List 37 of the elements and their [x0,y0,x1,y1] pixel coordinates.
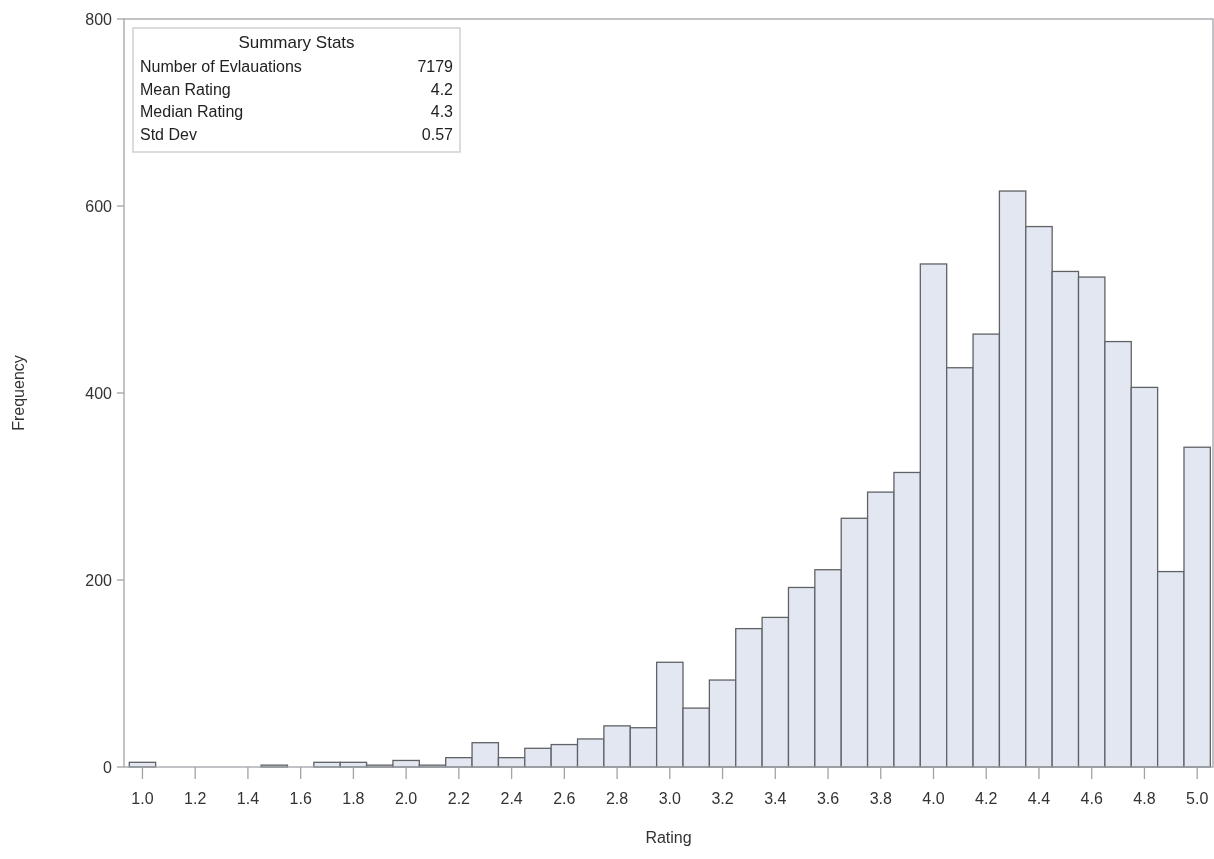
x-tick-label: 3.2 [711,790,734,807]
x-axis-title: Rating [645,829,692,846]
x-tick-label: 2.2 [447,790,471,807]
x-tick-label: 3.0 [658,790,682,807]
annotation: 0.57 [421,125,454,143]
x-tick-label: 1.2 [184,790,207,807]
annotation: Std Dev [140,125,197,143]
x-tick-label: 1.6 [289,790,312,807]
x-tick-label: 3.4 [764,790,787,807]
y-tick-label: 600 [85,197,113,215]
annotation: 4.3 [430,103,454,120]
annotation: Median Rating [140,103,244,120]
x-tick-label: 1.8 [342,790,365,807]
x-tick-label: 1.4 [236,790,260,807]
annotation: 4.2 [430,80,454,98]
x-tick-label: 2.6 [553,790,576,807]
x-tick-label: 3.6 [816,790,840,807]
x-tick-label: 4.4 [1027,790,1051,807]
annotation: Mean Rating [140,80,231,98]
y-tick-label: 200 [85,571,113,589]
x-tick-label: 4.8 [1133,790,1156,807]
x-tick-label: 4.2 [975,790,998,807]
x-tick-label: 1.0 [131,790,154,807]
x-tick-label: 4.0 [922,790,945,807]
x-tick-label: 2.4 [500,790,523,807]
x-tick-label: 2.0 [395,790,418,807]
y-tick-label: 400 [85,384,113,402]
annotation: Number of Evlauations [140,58,302,75]
y-tick-label: 0 [103,758,113,776]
annotation: 7179 [417,58,454,75]
y-axis-title: Frequency [10,355,27,431]
annotation: Summary Stats [238,33,355,52]
y-tick-label: 800 [85,10,113,28]
x-tick-label: 4.6 [1080,790,1103,807]
x-tick-label: 3.8 [869,790,892,807]
x-tick-label: 2.8 [605,790,629,807]
x-tick-label: 5.0 [1186,790,1209,807]
